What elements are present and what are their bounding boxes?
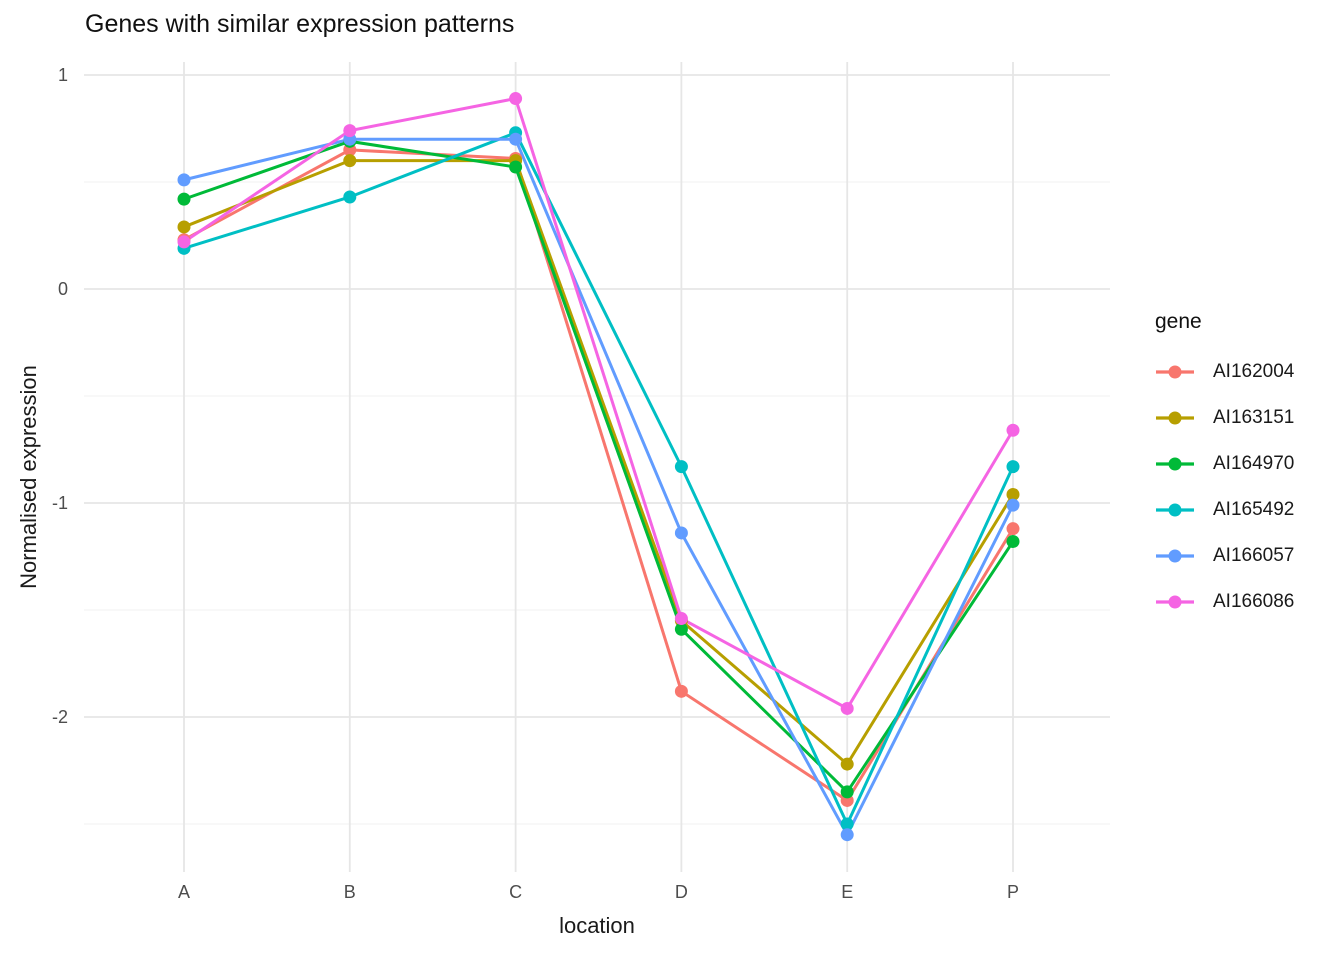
legend-item-AI166057: AI166057 <box>1153 545 1295 566</box>
data-point-AI164970-D <box>674 622 688 636</box>
chart-title: Genes with similar expression patterns <box>85 10 515 38</box>
data-point-AI166086-P <box>1006 423 1020 437</box>
data-point-AI164970-A <box>177 192 191 206</box>
data-point-AI165492-P <box>1006 460 1020 474</box>
data-point-AI163151-B <box>343 154 357 168</box>
data-point-AI164970-P <box>1006 535 1020 549</box>
legend-item-AI163151: AI163151 <box>1153 407 1295 428</box>
y-tick-label: -1 <box>52 493 68 513</box>
data-point-AI163151-A <box>177 220 191 234</box>
legend: gene AI162004 AI163151 AI164970 AI165492 AI1… <box>1153 310 1294 638</box>
legend-item-label: AI162004 <box>1213 361 1295 382</box>
legend-item-label: AI163151 <box>1213 407 1295 428</box>
data-point-AI164970-E <box>840 785 854 799</box>
series-line-AI166057 <box>183 137 1015 838</box>
y-tick-label: 0 <box>58 279 68 299</box>
x-tick-label: P <box>1007 882 1019 902</box>
legend-item-AI164970: AI164970 <box>1153 453 1295 474</box>
data-point-AI166057-C <box>509 132 523 146</box>
x-tick-label: D <box>675 882 688 902</box>
data-point-AI166057-D <box>674 526 688 540</box>
data-point-AI166057-A <box>177 173 191 187</box>
data-point-AI166086-A <box>177 235 191 249</box>
legend-item-AI165492: AI165492 <box>1153 499 1295 520</box>
y-axis-title-text: Normalised expression <box>16 365 41 589</box>
legend-key-icon <box>1156 595 1194 609</box>
legend-item-label: AI166086 <box>1213 591 1295 612</box>
x-tick-label: E <box>841 882 853 902</box>
x-tick-label: B <box>344 882 356 902</box>
data-point-AI166057-E <box>840 828 854 842</box>
series-line-AI163151 <box>183 159 1015 767</box>
series-lines <box>183 96 1015 838</box>
legend-item-label: AI166057 <box>1213 545 1295 566</box>
data-point-AI166057-P <box>1006 498 1020 512</box>
x-tick-label: A <box>178 882 190 902</box>
data-point-AI165492-B <box>343 190 357 204</box>
data-point-AI165492-D <box>674 460 688 474</box>
series-line-AI162004 <box>183 148 1015 803</box>
legend-key-icon <box>1156 411 1194 425</box>
legend-key-icon <box>1156 457 1194 471</box>
y-tick-label: -2 <box>52 707 68 727</box>
data-point-AI166086-B <box>343 124 357 138</box>
series-points <box>177 92 1020 842</box>
legend-key-icon <box>1156 365 1194 379</box>
y-axis-tick-labels: 1 0 -1 -2 <box>52 65 68 727</box>
legend-item-AI162004: AI162004 <box>1153 361 1295 382</box>
legend-items: AI162004 AI163151 AI164970 AI165492 AI166057… <box>1153 361 1295 612</box>
x-axis-title: location <box>559 913 635 938</box>
data-point-AI162004-P <box>1006 522 1020 536</box>
legend-item-label: AI165492 <box>1213 499 1295 520</box>
y-tick-label: 1 <box>58 65 68 85</box>
data-point-AI163151-E <box>840 757 854 771</box>
data-point-AI166086-D <box>674 612 688 626</box>
data-point-AI165492-E <box>840 817 854 831</box>
data-point-AI166086-E <box>840 701 854 715</box>
legend-key-icon <box>1156 549 1194 563</box>
data-point-AI166086-C <box>509 92 523 106</box>
legend-key-icon <box>1156 503 1194 517</box>
x-tick-label: C <box>509 882 522 902</box>
series-line-AI166086 <box>183 96 1015 711</box>
data-point-AI164970-C <box>509 160 523 174</box>
gridlines-major <box>84 74 1110 718</box>
data-point-AI163151-P <box>1006 487 1020 501</box>
series-line-AI165492 <box>183 130 1015 828</box>
legend-title: gene <box>1155 310 1202 333</box>
legend-item-label: AI164970 <box>1213 453 1295 474</box>
legend-item-AI166086: AI166086 <box>1153 591 1295 612</box>
data-point-AI162004-D <box>674 684 688 698</box>
